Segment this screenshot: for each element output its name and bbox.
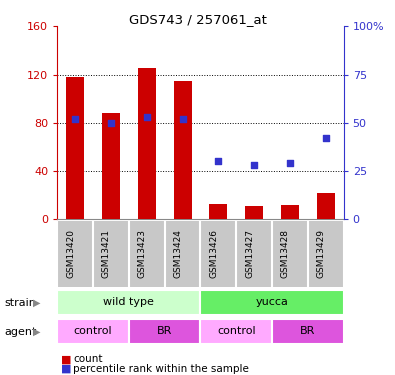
Bar xyxy=(57,290,201,315)
Bar xyxy=(129,319,201,344)
Bar xyxy=(272,319,344,344)
Point xyxy=(215,158,222,164)
Text: GSM13428: GSM13428 xyxy=(281,229,290,278)
Text: ■: ■ xyxy=(61,364,72,374)
Text: ▶: ▶ xyxy=(33,298,40,308)
Text: percentile rank within the sample: percentile rank within the sample xyxy=(73,364,249,374)
Text: BR: BR xyxy=(300,326,316,336)
Text: wild type: wild type xyxy=(103,297,154,307)
Text: agent: agent xyxy=(4,327,36,337)
Text: ■: ■ xyxy=(61,354,72,364)
Text: control: control xyxy=(217,326,256,336)
Text: strain: strain xyxy=(4,298,36,308)
Bar xyxy=(281,205,299,219)
Text: GSM13429: GSM13429 xyxy=(317,229,326,278)
Text: GSM13421: GSM13421 xyxy=(102,229,111,278)
Bar xyxy=(174,81,192,219)
Point xyxy=(108,120,114,126)
Bar xyxy=(201,319,272,344)
Text: GSM13426: GSM13426 xyxy=(209,229,218,278)
Point xyxy=(72,116,78,122)
Text: GSM13427: GSM13427 xyxy=(245,229,254,278)
Point xyxy=(144,114,150,120)
Bar xyxy=(66,77,84,219)
Text: GSM13420: GSM13420 xyxy=(66,229,75,278)
Text: control: control xyxy=(74,326,113,336)
Point xyxy=(179,116,186,122)
Text: yucca: yucca xyxy=(256,297,288,307)
Text: GDS743 / 257061_at: GDS743 / 257061_at xyxy=(128,13,267,26)
Point xyxy=(323,135,329,141)
Bar xyxy=(57,319,129,344)
Text: GSM13424: GSM13424 xyxy=(173,229,182,278)
Text: ▶: ▶ xyxy=(33,327,40,337)
Text: count: count xyxy=(73,354,103,364)
Bar xyxy=(201,290,344,315)
Text: GSM13423: GSM13423 xyxy=(138,229,147,278)
Point xyxy=(287,160,293,166)
Bar xyxy=(102,113,120,219)
Bar xyxy=(209,204,227,219)
Bar xyxy=(245,206,263,219)
Text: BR: BR xyxy=(157,326,172,336)
Bar xyxy=(317,193,335,219)
Bar xyxy=(138,69,156,219)
Point xyxy=(251,162,257,168)
